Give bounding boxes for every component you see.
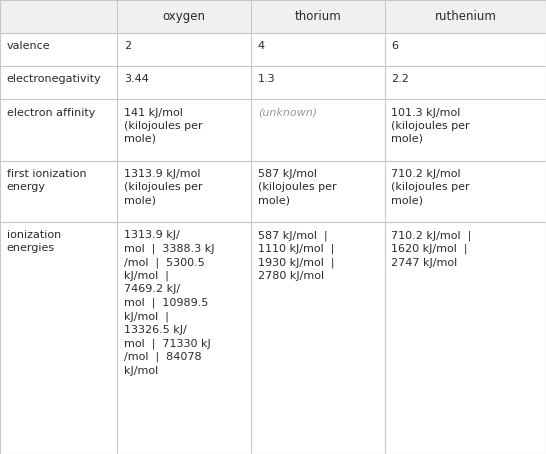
Text: oxygen: oxygen xyxy=(163,10,206,23)
Text: 2: 2 xyxy=(124,41,131,51)
Text: thorium: thorium xyxy=(295,10,341,23)
Text: 1313.9 kJ/
mol  |  3388.3 kJ
/mol  |  5300.5
kJ/mol  |
7469.2 kJ/
mol  |  10989.: 1313.9 kJ/ mol | 3388.3 kJ /mol | 5300.5… xyxy=(124,230,215,375)
Bar xyxy=(117,161,251,222)
Text: valence: valence xyxy=(7,41,50,51)
Bar xyxy=(251,161,385,222)
Text: 3.44: 3.44 xyxy=(124,74,149,84)
Bar xyxy=(117,66,251,99)
Bar xyxy=(251,222,385,454)
Text: 587 kJ/mol  |
1110 kJ/mol  |
1930 kJ/mol  |
2780 kJ/mol: 587 kJ/mol | 1110 kJ/mol | 1930 kJ/mol |… xyxy=(258,230,334,281)
Text: ionization
energies: ionization energies xyxy=(7,230,61,253)
Bar xyxy=(0,222,117,454)
Bar xyxy=(117,0,251,33)
Bar xyxy=(0,0,117,33)
Bar xyxy=(251,66,385,99)
Text: 1313.9 kJ/mol
(kilojoules per
mole): 1313.9 kJ/mol (kilojoules per mole) xyxy=(124,169,203,205)
Text: 710.2 kJ/mol
(kilojoules per
mole): 710.2 kJ/mol (kilojoules per mole) xyxy=(391,169,470,205)
Bar xyxy=(385,222,546,454)
Bar xyxy=(251,0,385,33)
Bar xyxy=(385,33,546,66)
Bar xyxy=(0,66,117,99)
Text: 6: 6 xyxy=(391,41,399,51)
Bar xyxy=(385,66,546,99)
Text: (unknown): (unknown) xyxy=(258,108,317,118)
Bar xyxy=(385,0,546,33)
Text: ruthenium: ruthenium xyxy=(435,10,496,23)
Text: electron affinity: electron affinity xyxy=(7,108,95,118)
Bar xyxy=(117,33,251,66)
Text: 2.2: 2.2 xyxy=(391,74,410,84)
Bar xyxy=(251,33,385,66)
Text: 587 kJ/mol
(kilojoules per
mole): 587 kJ/mol (kilojoules per mole) xyxy=(258,169,336,205)
Bar xyxy=(385,161,546,222)
Bar xyxy=(117,99,251,161)
Bar xyxy=(251,99,385,161)
Text: 710.2 kJ/mol  |
1620 kJ/mol  |
2747 kJ/mol: 710.2 kJ/mol | 1620 kJ/mol | 2747 kJ/mol xyxy=(391,230,472,267)
Bar xyxy=(0,161,117,222)
Bar xyxy=(117,222,251,454)
Text: first ionization
energy: first ionization energy xyxy=(7,169,86,192)
Bar xyxy=(385,99,546,161)
Text: electronegativity: electronegativity xyxy=(7,74,102,84)
Text: 141 kJ/mol
(kilojoules per
mole): 141 kJ/mol (kilojoules per mole) xyxy=(124,108,203,144)
Bar xyxy=(0,33,117,66)
Text: 4: 4 xyxy=(258,41,265,51)
Text: 1.3: 1.3 xyxy=(258,74,275,84)
Bar xyxy=(0,99,117,161)
Text: 101.3 kJ/mol
(kilojoules per
mole): 101.3 kJ/mol (kilojoules per mole) xyxy=(391,108,470,144)
